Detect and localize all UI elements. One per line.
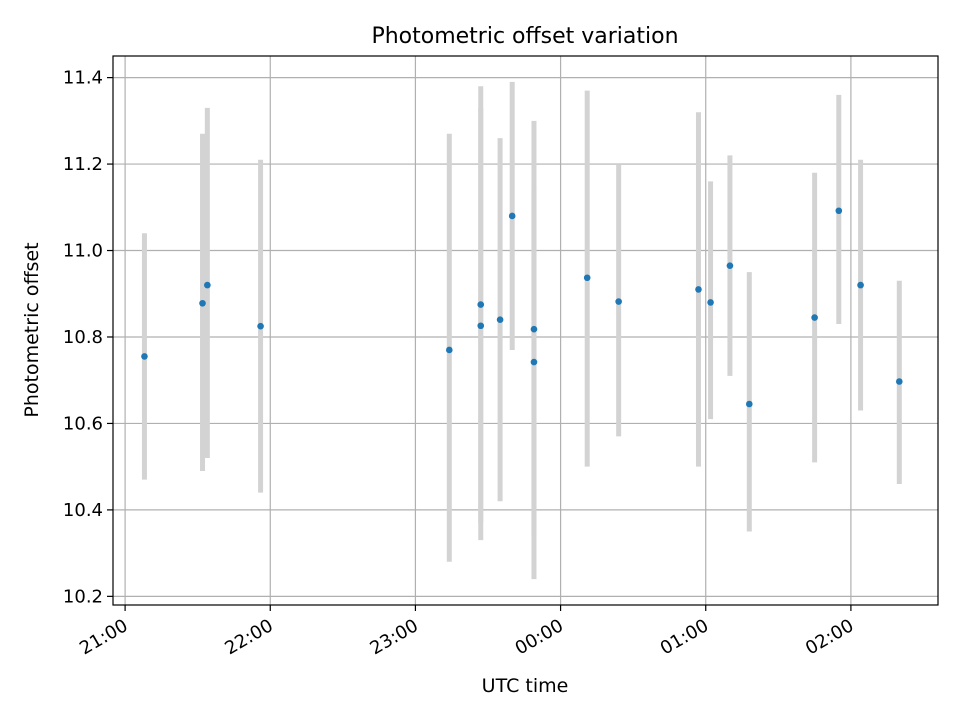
- y-axis: 10.2 10.4 10.6 10.8 11.0 11.2 11.4: [63, 68, 113, 607]
- data-point: [204, 281, 211, 289]
- data-point: [477, 322, 485, 330]
- y-axis-label: Photometric offset: [21, 242, 43, 417]
- y-tick-label: 10.8: [63, 327, 103, 348]
- data-point: [811, 314, 818, 321]
- data-point: [530, 325, 538, 333]
- data-point: [745, 400, 753, 408]
- data-point: [199, 299, 206, 307]
- y-tick-label: 10.4: [63, 500, 103, 521]
- data-point: [141, 353, 148, 360]
- x-axis-label: UTC time: [482, 675, 569, 697]
- data-point: [615, 298, 622, 305]
- y-tick-label: 10.6: [63, 413, 103, 434]
- grid: [113, 56, 938, 605]
- data-point: [508, 212, 516, 220]
- y-tick-label: 11.0: [63, 241, 103, 262]
- data-point: [257, 322, 264, 330]
- data-point: [445, 346, 453, 354]
- data-point: [857, 281, 864, 289]
- data-point: [583, 274, 591, 282]
- data-point: [530, 358, 538, 366]
- data-points: [141, 207, 903, 408]
- chart-title: Photometric offset variation: [371, 24, 678, 49]
- data-point: [707, 299, 714, 306]
- y-tick-label: 11.2: [63, 154, 103, 175]
- y-tick-label: 10.2: [63, 586, 103, 607]
- data-point: [726, 262, 734, 269]
- plot-frame: [112, 55, 939, 606]
- data-point: [477, 301, 485, 308]
- data-point: [496, 316, 504, 323]
- y-tick-label: 11.4: [63, 68, 103, 89]
- data-point: [895, 378, 903, 385]
- data-point: [835, 207, 843, 215]
- data-point: [695, 286, 702, 293]
